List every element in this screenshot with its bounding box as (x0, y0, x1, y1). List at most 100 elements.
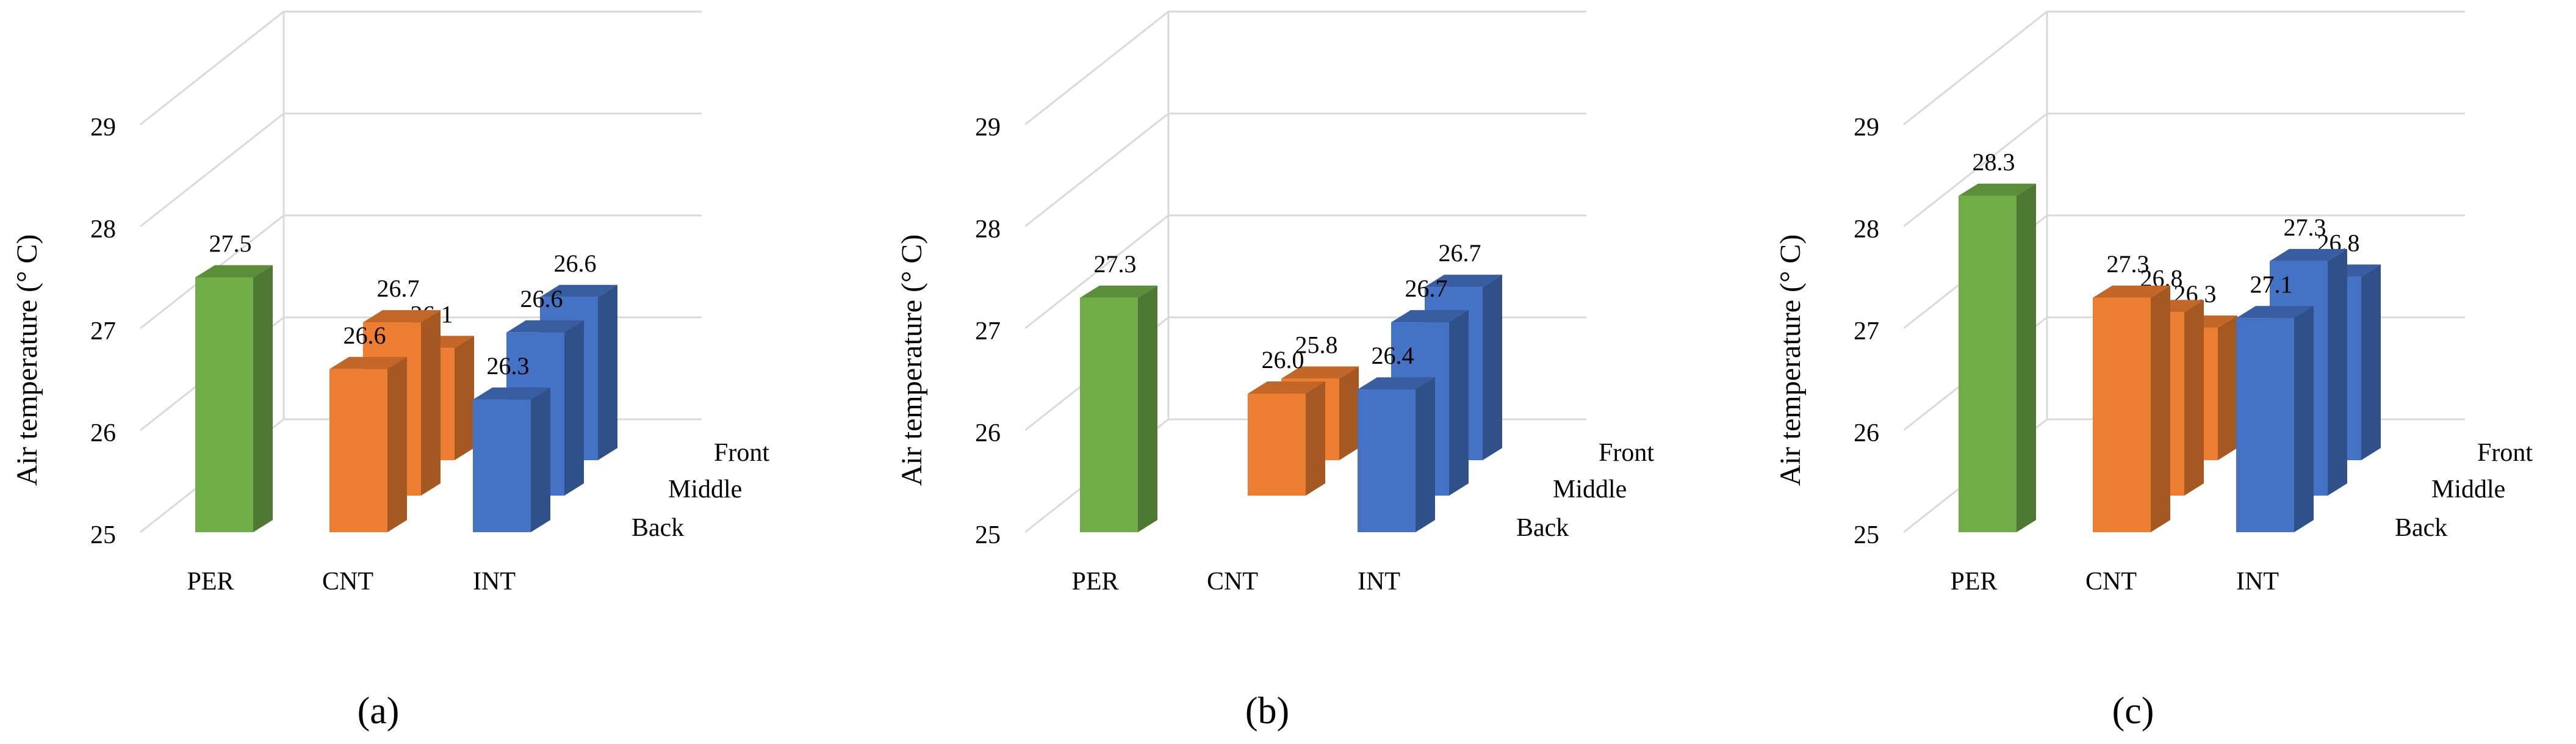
bar-side-face (1306, 381, 1325, 496)
bar-front-face (2093, 297, 2151, 532)
y-tick-label: 25 (90, 521, 116, 549)
bar-top-face (329, 356, 407, 369)
bar-side-face (1416, 377, 1435, 532)
x-category-label: INT (2236, 568, 2279, 596)
y-axis-label: Air temperature (° C) (11, 234, 43, 486)
bar-side-face (387, 356, 407, 532)
bar-front-face (1959, 195, 2017, 532)
bar-int-back: 27.1 (2236, 270, 2314, 532)
bar-side-face (1483, 275, 1502, 460)
bar-top-face (506, 320, 584, 333)
bar-per-back: 27.5 (195, 230, 273, 532)
data-label: 27.1 (2250, 270, 2293, 298)
gridline (1024, 112, 1586, 228)
bar-top-face (363, 310, 441, 323)
bar-front-face (2236, 318, 2294, 532)
bar-int-back: 26.4 (1358, 342, 1435, 532)
data-label: 26.0 (1262, 346, 1304, 374)
bar-top-face (2093, 285, 2170, 298)
data-label: 26.3 (487, 352, 530, 380)
bar-top-face (1391, 310, 1469, 323)
y-tick-label: 29 (90, 114, 116, 142)
x-category-label: PER (187, 568, 234, 596)
chart-panel-1: 25 26 27 28 29 Air temperature (° C) PER CNT INT… (11, 10, 769, 732)
x-category-label: INT (473, 568, 516, 596)
bar-front-face (1358, 389, 1416, 532)
bar-front-face (195, 277, 253, 532)
y-axis-label: Air temperature (° C) (896, 234, 928, 486)
bar-top-face (1959, 183, 2036, 196)
data-label: 26.7 (1405, 275, 1448, 302)
bar-side-face (1339, 366, 1359, 460)
depth-axis-label: Middle (1553, 475, 1627, 504)
y-axis-label: Air temperature (° C) (1774, 234, 1807, 486)
panel-label: (c) (2112, 690, 2154, 732)
bar-side-face (2328, 248, 2347, 496)
bar-side-face (253, 265, 273, 532)
y-tick-label: 29 (1854, 114, 1879, 142)
bar-top-face (195, 265, 273, 278)
bar-side-face (421, 310, 441, 496)
depth-axis-label: Front (1599, 439, 1654, 467)
bar-side-face (1138, 285, 1157, 532)
bar-side-face (2361, 264, 2381, 460)
panel-label: (b) (1245, 690, 1289, 732)
depth-axis-label: Back (1516, 514, 1569, 542)
chart-panel-2: 25 26 27 28 29 Air temperature (° C) PER CNT INT… (896, 10, 1654, 732)
bar-top-face (2236, 306, 2314, 319)
depth-axis-label: Back (2395, 514, 2447, 542)
x-category-label: INT (1358, 568, 1400, 596)
y-tick-label: 27 (1854, 317, 1879, 345)
bar-front-face (1248, 394, 1306, 496)
bar-cnt-middle: 26.0 (1248, 346, 1325, 496)
y-tick-label: 28 (1854, 215, 1879, 244)
data-label: 26.6 (520, 285, 563, 312)
y-tick-label: 26 (975, 419, 1001, 447)
bar-side-face (2151, 285, 2170, 532)
bar-front-face (1080, 297, 1138, 532)
bar-top-face (1425, 275, 1502, 287)
data-label: 28.3 (1973, 148, 2015, 176)
bar-top-face (540, 284, 617, 297)
data-label: 26.7 (1439, 239, 1481, 267)
gridline (1903, 10, 2465, 126)
depth-axis-label: Middle (668, 475, 742, 504)
x-category-label: PER (1071, 568, 1118, 596)
depth-axis-label: Front (714, 439, 769, 467)
panel-label: (a) (358, 690, 400, 732)
bar-int-back: 26.3 (473, 352, 550, 532)
data-label: 26.4 (1372, 342, 1414, 369)
bar-front-face (329, 369, 387, 532)
y-tick-label: 27 (90, 317, 116, 345)
bar-top-face (473, 387, 550, 400)
data-label: 26.6 (554, 250, 597, 277)
y-tick-label: 25 (1854, 521, 1879, 549)
bar-top-face (1248, 381, 1325, 394)
bar-side-face (2017, 183, 2036, 532)
data-label: 27.5 (209, 230, 252, 258)
y-tick-label: 29 (975, 114, 1001, 142)
y-tick-label: 26 (1854, 419, 1879, 447)
y-tick-label: 25 (975, 521, 1001, 549)
x-category-label: CNT (2085, 568, 2137, 596)
bar-cnt-back: 27.3 (2093, 250, 2170, 532)
gridline (140, 10, 702, 126)
data-label: 27.3 (2107, 250, 2150, 278)
data-label: 27.3 (2284, 214, 2326, 241)
bar-top-face (1281, 366, 1359, 379)
bar-side-face (598, 284, 617, 460)
bar-per-back: 27.3 (1080, 250, 1157, 532)
x-category-label: CNT (1207, 568, 1258, 596)
gridline (1024, 10, 1586, 126)
depth-axis-label: Middle (2431, 475, 2505, 504)
depth-axis-label: Back (631, 514, 684, 542)
bar-top-face (2270, 248, 2347, 261)
depth-axis-label: Front (2477, 439, 2533, 467)
y-tick-label: 28 (90, 215, 116, 244)
data-label: 26.7 (377, 275, 420, 302)
gridline (140, 112, 702, 228)
bar-side-face (455, 336, 474, 460)
bar-top-face (1358, 377, 1435, 390)
bar-side-face (564, 320, 584, 496)
